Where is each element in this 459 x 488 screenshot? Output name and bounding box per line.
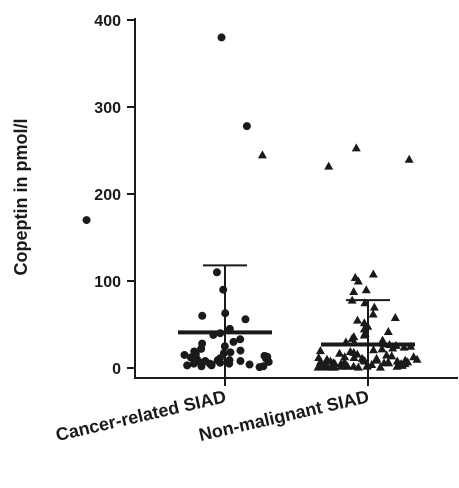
data-point-triangle: [368, 269, 378, 278]
data-point-triangle: [383, 326, 393, 335]
data-point-triangle: [387, 351, 397, 360]
data-point-triangle: [392, 361, 402, 370]
data-point-triangle: [375, 362, 385, 371]
y-tick-label: 200: [94, 187, 121, 204]
y-tick-label: 400: [94, 13, 121, 30]
y-tick-label: 100: [94, 274, 121, 291]
y-tick-label: 0: [112, 361, 121, 378]
data-point-triangle: [369, 302, 379, 311]
data-point-circle: [236, 335, 245, 344]
data-point-circle: [217, 33, 226, 42]
data-point-triangle: [314, 353, 324, 362]
data-point-triangle: [257, 150, 267, 159]
data-point-triangle: [361, 285, 371, 294]
data-point-circle: [82, 216, 91, 225]
data-point-triangle: [404, 154, 414, 163]
data-point-triangle: [336, 361, 346, 370]
x-ticks: [224, 378, 369, 386]
data-point-circle: [212, 268, 221, 277]
data-point-triangle: [329, 362, 339, 371]
data-point-triangle: [352, 315, 362, 324]
data-point-circle: [241, 315, 250, 324]
data-point-triangle: [368, 345, 378, 354]
y-tick-label: 300: [94, 100, 121, 117]
data-point-triangle: [351, 143, 361, 152]
data-point-triangle: [379, 358, 389, 367]
data-point-circle: [207, 361, 216, 370]
summary-bars: [178, 264, 415, 386]
data-point-circle: [216, 358, 225, 367]
data-point-circle: [219, 285, 228, 294]
data-point-triangle: [322, 362, 332, 371]
data-point-circle: [225, 359, 234, 368]
data-point-triangle: [397, 360, 407, 369]
data-point-triangle: [388, 343, 398, 352]
data-point-circle: [197, 344, 206, 353]
data-point-circle: [255, 363, 264, 372]
data-point-circle: [226, 348, 235, 357]
data-point-triangle: [353, 362, 363, 371]
data-point-triangle: [359, 324, 369, 333]
data-point-triangle: [335, 348, 345, 357]
data-point-triangle: [353, 276, 363, 285]
data-point-circle: [189, 359, 198, 368]
data-point-circle: [198, 311, 207, 320]
data-point-triangle: [377, 344, 387, 353]
data-point-circle: [180, 350, 189, 359]
data-point-circle: [236, 357, 245, 366]
data-point-circle: [183, 361, 192, 370]
data-point-circle: [229, 337, 238, 346]
data-point-circle: [236, 346, 245, 355]
data-point-circle: [245, 360, 254, 369]
data-point-triangle: [399, 342, 409, 351]
data-point-triangle: [368, 309, 378, 318]
data-point-triangle: [313, 362, 323, 371]
data-point-triangle: [372, 355, 382, 364]
data-point-triangle: [390, 313, 400, 322]
y-ticks: 0 100 200 300 400: [94, 13, 135, 378]
data-point-circle: [242, 122, 251, 131]
data-point-triangle: [349, 353, 359, 362]
data-points: [82, 33, 422, 372]
data-point-triangle: [315, 346, 325, 355]
data-point-triangle: [343, 361, 353, 370]
data-point-triangle: [340, 352, 350, 361]
y-axis-title: Copeptin in pmol/l: [11, 119, 31, 276]
data-point-triangle: [349, 286, 359, 295]
data-point-circle: [264, 357, 273, 366]
data-point-triangle: [412, 354, 422, 363]
data-point-triangle: [359, 330, 369, 339]
data-point-circle: [197, 362, 206, 371]
data-point-triangle: [324, 161, 334, 170]
data-point-triangle: [362, 361, 372, 370]
